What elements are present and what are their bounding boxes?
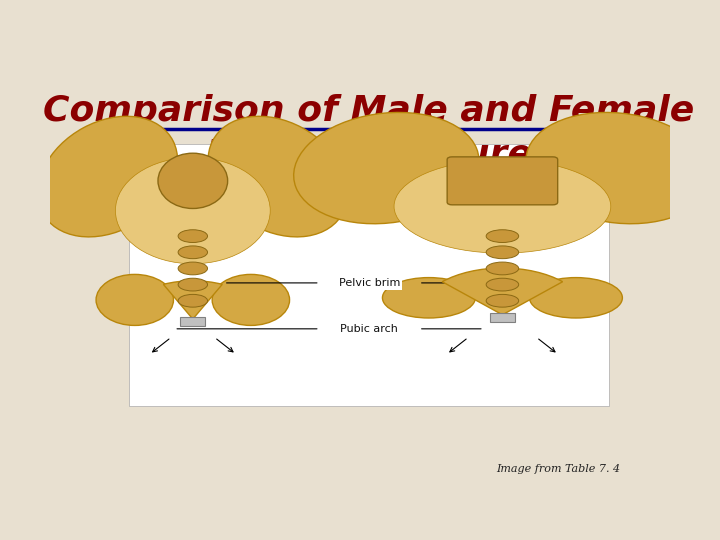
- Text: Pelvic brim: Pelvic brim: [338, 278, 400, 288]
- Text: Image from Table 7. 4: Image from Table 7. 4: [496, 464, 620, 474]
- Ellipse shape: [382, 278, 475, 318]
- Ellipse shape: [38, 116, 178, 237]
- Ellipse shape: [178, 246, 207, 259]
- Bar: [129, 144, 609, 406]
- Wedge shape: [163, 281, 222, 319]
- Text: Comparison of Male and Female: Comparison of Male and Female: [43, 94, 695, 128]
- Ellipse shape: [394, 160, 611, 253]
- Ellipse shape: [486, 262, 518, 275]
- Wedge shape: [442, 268, 562, 315]
- Ellipse shape: [526, 112, 711, 224]
- Ellipse shape: [158, 153, 228, 208]
- Ellipse shape: [178, 294, 207, 307]
- Ellipse shape: [208, 116, 348, 237]
- Ellipse shape: [178, 230, 207, 242]
- Bar: [181, 317, 205, 326]
- Text: Pubic arch: Pubic arch: [341, 324, 398, 334]
- Text: Pelvic Structure: Pelvic Structure: [206, 138, 532, 172]
- Ellipse shape: [178, 278, 207, 291]
- FancyBboxPatch shape: [447, 157, 558, 205]
- Bar: [490, 313, 515, 322]
- Ellipse shape: [486, 230, 518, 242]
- Ellipse shape: [178, 262, 207, 275]
- Ellipse shape: [529, 278, 622, 318]
- Ellipse shape: [212, 274, 289, 326]
- Ellipse shape: [96, 274, 174, 326]
- Ellipse shape: [486, 278, 518, 291]
- Ellipse shape: [486, 246, 518, 259]
- Ellipse shape: [294, 112, 479, 224]
- Ellipse shape: [486, 294, 518, 307]
- Ellipse shape: [115, 158, 270, 264]
